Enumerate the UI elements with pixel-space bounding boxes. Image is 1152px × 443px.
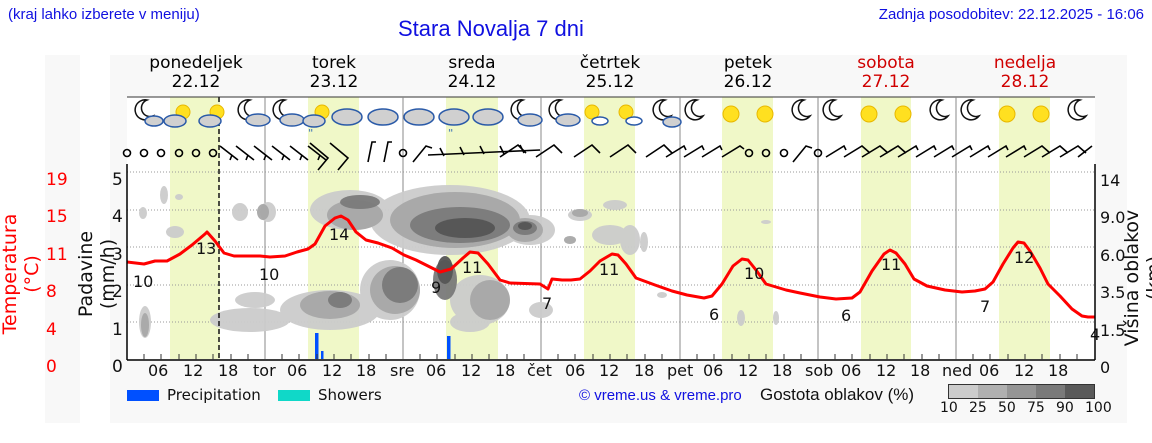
day-label: sobota 27.12	[857, 53, 915, 92]
svg-text:13: 13	[196, 239, 216, 258]
day-label: ponedeljek 22.12	[149, 53, 243, 92]
temperature-ticks: 19 15 11 8 4 0	[46, 170, 68, 378]
svg-text:7: 7	[542, 294, 552, 313]
temperature-axis-title: Temperatura (°C)	[0, 213, 43, 335]
weather-symbols: " "	[134, 99, 1089, 139]
wind-barbs	[122, 141, 1093, 171]
cloud-density-scale-labels: 10 25 50 75 90 100	[940, 400, 1112, 416]
svg-text:10: 10	[133, 272, 153, 291]
precipitation-bars	[315, 333, 451, 359]
svg-text:10: 10	[744, 264, 764, 283]
day-label: nedelja 28.12	[993, 53, 1057, 92]
svg-text:6: 6	[709, 305, 719, 324]
svg-text:7: 7	[980, 297, 990, 316]
cloud-density-label: Gostota oblakov (%)	[760, 385, 915, 404]
daylight-bands	[170, 97, 1050, 359]
legend-showers: Showers	[278, 386, 382, 404]
day-label: torek 23.12	[309, 53, 359, 92]
day-label: petek 26.12	[723, 53, 773, 92]
svg-text:": "	[448, 128, 453, 139]
svg-text:11: 11	[462, 258, 482, 277]
left-panel	[45, 55, 80, 423]
last-update: Zadnja posodobitev: 22.12.2025 - 16:06	[878, 6, 1144, 23]
svg-text:14: 14	[329, 225, 349, 244]
legend-precipitation: Precipitation	[127, 386, 261, 404]
svg-text:11: 11	[599, 260, 619, 279]
cloud-height-ticks: 14 9.0 6.0 3.5 1.5 0	[1100, 171, 1126, 378]
svg-text:6: 6	[841, 306, 851, 325]
svg-text:11: 11	[881, 255, 901, 274]
svg-text:12: 12	[1014, 248, 1034, 267]
svg-text:9: 9	[431, 278, 441, 297]
page-title: Stara Novalja 7 dni	[398, 16, 584, 41]
cloud-density-scale	[948, 384, 1095, 399]
day-label: sreda 24.12	[447, 53, 497, 92]
copyright-link[interactable]: © vreme.us & vreme.pro	[579, 387, 742, 404]
showers-swatch	[278, 390, 310, 401]
svg-text:10: 10	[259, 265, 279, 284]
temperature-line	[126, 214, 1095, 319]
day-label: četrtek 25.12	[579, 53, 641, 92]
cloud-density	[139, 185, 779, 338]
cloud-height-axis-title: Višina oblakov (km)	[1121, 209, 1152, 347]
x-ticks	[143, 354, 1078, 360]
menu-hint: (kraj lahko izberete v meniju)	[8, 6, 200, 23]
precipitation-swatch	[127, 390, 159, 401]
svg-text:": "	[308, 128, 313, 139]
